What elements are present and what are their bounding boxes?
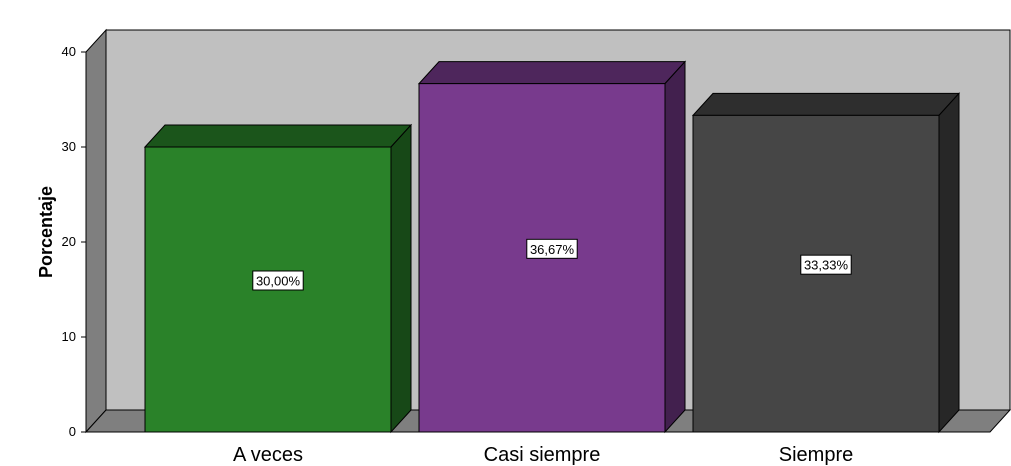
bar-top xyxy=(691,92,961,116)
bar-side xyxy=(390,123,412,434)
side-wall xyxy=(85,28,107,434)
y-tick-label: 20 xyxy=(62,234,76,249)
bar xyxy=(143,123,413,434)
data-label: 36,67% xyxy=(526,238,578,259)
data-label: 33,33% xyxy=(800,254,852,275)
data-label-box xyxy=(252,270,304,291)
data-label-box xyxy=(800,254,852,275)
y-tick-label: 0 xyxy=(69,424,76,439)
data-label-text: 36,67% xyxy=(530,242,575,257)
bar-top xyxy=(143,124,413,148)
y-tick-label: 30 xyxy=(62,139,76,154)
y-tick-label: 40 xyxy=(62,44,76,59)
x-axis: A veces Casi siempre Siempre xyxy=(233,444,853,466)
bar-side xyxy=(938,92,960,434)
x-tick-label: A veces xyxy=(233,444,303,466)
y-axis-title: Porcentaje xyxy=(36,186,56,278)
x-tick-label: Siempre xyxy=(779,444,853,466)
x-tick-label: Casi siempre xyxy=(484,444,601,466)
data-labels: 30,00% 36,67% 33,33% xyxy=(252,238,852,291)
y-tick-label: 10 xyxy=(62,329,76,344)
data-label-text: 30,00% xyxy=(256,274,301,289)
y-axis: 0 10 20 30 40 xyxy=(62,44,87,439)
data-label: 30,00% xyxy=(252,270,304,291)
bar-top xyxy=(417,61,687,85)
bar-side xyxy=(664,60,686,434)
data-label-text: 33,33% xyxy=(804,258,849,273)
data-label-box xyxy=(526,238,578,259)
